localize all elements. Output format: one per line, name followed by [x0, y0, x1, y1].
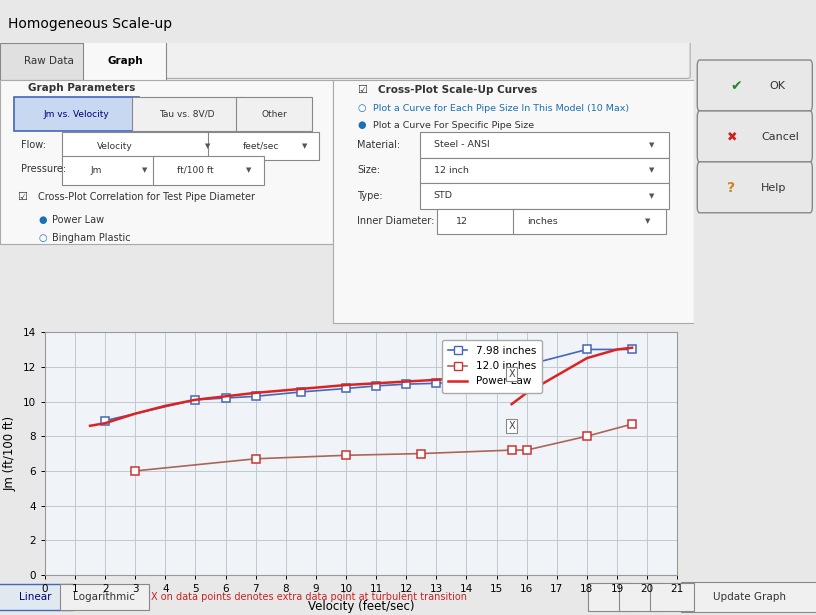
Text: ▼: ▼ [649, 193, 654, 199]
FancyBboxPatch shape [513, 208, 666, 234]
Text: Cancel: Cancel [761, 132, 799, 142]
Text: Type:: Type: [357, 191, 383, 201]
Text: Raw Data: Raw Data [24, 57, 73, 66]
FancyBboxPatch shape [619, 583, 663, 611]
Text: Steel - ANSI: Steel - ANSI [433, 140, 490, 149]
Text: Plot a Curve For Specific Pipe Size: Plot a Curve For Specific Pipe Size [373, 121, 534, 130]
Text: X: X [508, 369, 515, 379]
Text: X: X [508, 421, 515, 430]
Text: feet/sec: feet/sec [243, 142, 279, 151]
Text: ▼: ▼ [142, 167, 148, 173]
FancyBboxPatch shape [0, 80, 333, 244]
FancyBboxPatch shape [333, 80, 694, 323]
Text: X on data points denotes extra data point at turbulent transition: X on data points denotes extra data poin… [151, 592, 467, 601]
FancyBboxPatch shape [697, 111, 812, 162]
FancyBboxPatch shape [60, 584, 149, 610]
Text: STD: STD [433, 191, 453, 200]
Text: ▼: ▼ [246, 167, 251, 173]
Text: Homogeneous Scale-up: Homogeneous Scale-up [8, 17, 172, 31]
FancyBboxPatch shape [588, 583, 632, 611]
FancyBboxPatch shape [681, 582, 816, 612]
FancyBboxPatch shape [236, 97, 312, 131]
FancyBboxPatch shape [153, 156, 264, 184]
FancyBboxPatch shape [63, 156, 159, 184]
Text: Power Law: Power Law [52, 215, 104, 225]
Text: Update Graph: Update Graph [713, 592, 787, 601]
FancyBboxPatch shape [697, 60, 812, 111]
Text: Logarithmic: Logarithmic [73, 592, 135, 601]
Text: Graph: Graph [107, 57, 143, 66]
Text: Flow:: Flow: [21, 140, 46, 149]
FancyBboxPatch shape [697, 162, 812, 213]
FancyBboxPatch shape [63, 132, 215, 161]
FancyBboxPatch shape [131, 97, 243, 131]
Text: 12: 12 [456, 216, 468, 226]
Text: ☑: ☑ [17, 192, 28, 202]
Text: ▼: ▼ [205, 143, 210, 149]
Text: Pressure:: Pressure: [21, 164, 66, 174]
Text: Help: Help [761, 183, 787, 193]
Text: ▼: ▼ [302, 143, 307, 149]
Text: ▼: ▼ [645, 218, 650, 224]
Text: Tau vs. 8V/D: Tau vs. 8V/D [159, 110, 215, 119]
Text: ?: ? [727, 181, 734, 195]
FancyBboxPatch shape [650, 583, 694, 611]
Text: OK: OK [769, 81, 786, 91]
Text: Bingham Plastic: Bingham Plastic [52, 233, 131, 244]
FancyBboxPatch shape [437, 208, 521, 234]
Text: Size:: Size: [357, 165, 380, 175]
Text: Graph Parameters: Graph Parameters [28, 83, 135, 93]
FancyBboxPatch shape [419, 132, 669, 157]
FancyBboxPatch shape [14, 97, 139, 131]
FancyBboxPatch shape [419, 183, 669, 208]
Text: 12 inch: 12 inch [433, 166, 468, 175]
Text: Jm: Jm [90, 166, 101, 175]
Text: Jm vs. Velocity: Jm vs. Velocity [43, 110, 109, 119]
Text: ▼: ▼ [649, 167, 654, 173]
FancyBboxPatch shape [0, 43, 97, 80]
Text: ○: ○ [357, 103, 366, 113]
Text: Cross-Plot Correlation for Test Pipe Diameter: Cross-Plot Correlation for Test Pipe Dia… [38, 192, 255, 202]
FancyBboxPatch shape [419, 157, 669, 183]
FancyBboxPatch shape [208, 132, 319, 161]
Text: Plot a Curve for Each Pipe Size In This Model (10 Max): Plot a Curve for Each Pipe Size In This … [373, 103, 629, 113]
Legend: 7.98 inches, 12.0 inches, Power Law: 7.98 inches, 12.0 inches, Power Law [442, 339, 542, 392]
Y-axis label: Jm (ft/100 ft): Jm (ft/100 ft) [4, 416, 17, 491]
Text: Velocity: Velocity [97, 142, 133, 151]
Text: ✔: ✔ [730, 79, 742, 93]
Text: Other: Other [261, 110, 287, 119]
Text: ✖: ✖ [727, 130, 737, 143]
Text: ○: ○ [38, 233, 47, 244]
FancyBboxPatch shape [3, 42, 690, 79]
Text: Material:: Material: [357, 140, 401, 150]
FancyBboxPatch shape [83, 40, 166, 82]
Text: Inner Diameter:: Inner Diameter: [357, 216, 435, 226]
Text: ▼: ▼ [649, 142, 654, 148]
Text: inches: inches [527, 216, 558, 226]
Text: Cross-Plot Scale-Up Curves: Cross-Plot Scale-Up Curves [378, 85, 537, 95]
Text: ●: ● [38, 215, 47, 225]
Text: ☑: ☑ [357, 85, 367, 95]
FancyBboxPatch shape [0, 584, 73, 610]
Text: ●: ● [357, 120, 366, 130]
Text: Linear: Linear [19, 592, 51, 601]
Text: ft/100 ft: ft/100 ft [177, 166, 214, 175]
X-axis label: Velocity (feet/sec): Velocity (feet/sec) [308, 600, 415, 613]
